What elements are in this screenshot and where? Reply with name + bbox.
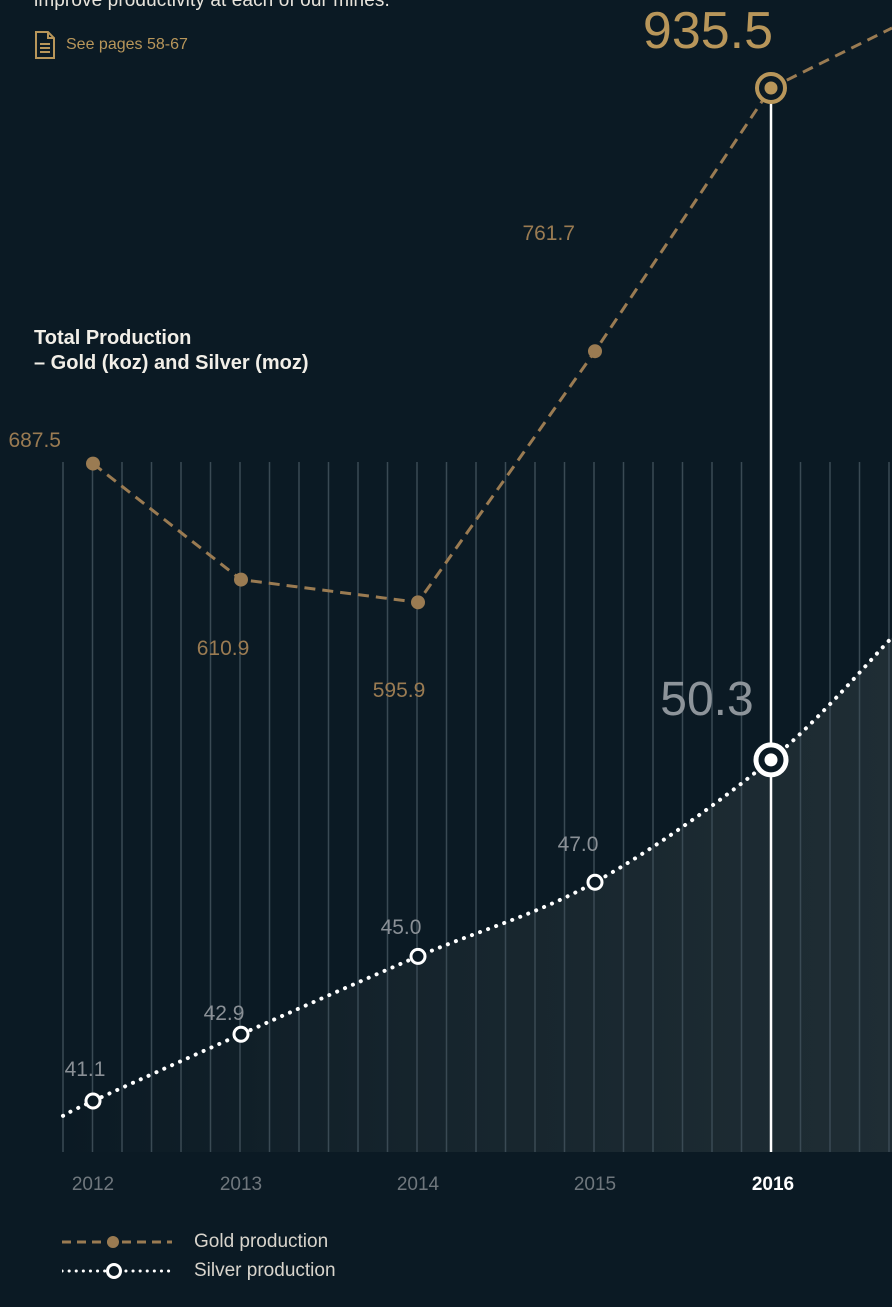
gold-data-label-highlight: 935.5: [643, 2, 773, 60]
silver-data-label: 41.1: [65, 1058, 106, 1081]
document-icon: [35, 31, 55, 59]
silver-legend-icon: [62, 1262, 174, 1279]
chart-title: Total Production – Gold (koz) and Silver…: [34, 326, 308, 376]
silver-point: [84, 1092, 102, 1110]
x-tick-label: 2013: [220, 1174, 262, 1195]
gold-point: [411, 595, 425, 610]
chart-title-line2: – Gold (koz) and Silver (moz): [34, 352, 309, 374]
silver-point: [586, 873, 604, 891]
silver-area: [63, 637, 892, 1152]
gold-legend-icon: [62, 1235, 172, 1248]
x-tick-label: 2015: [574, 1174, 616, 1195]
see-pages-label: See pages 58-67: [66, 36, 188, 53]
see-pages-link[interactable]: See pages 58-67: [34, 30, 188, 60]
silver-point: [764, 753, 778, 767]
legend-label-gold: Gold production: [194, 1230, 329, 1252]
x-tick-label-highlight: 2016: [752, 1174, 794, 1195]
legend: Gold production Silver production: [62, 1227, 336, 1285]
legend-item-gold: Gold production: [62, 1227, 336, 1256]
gold-data-label: 761.7: [522, 222, 575, 245]
x-tick-label: 2012: [72, 1174, 114, 1195]
gold-data-label: 687.5: [8, 429, 61, 452]
gold-data-label: 610.9: [197, 637, 250, 660]
chart-title-line1: Total Production: [34, 327, 192, 349]
gold-point: [234, 572, 248, 587]
silver-data-label-highlight: 50.3: [660, 673, 753, 726]
silver-data-label: 42.9: [204, 1002, 245, 1025]
silver-point: [409, 947, 427, 965]
legend-item-silver: Silver production: [62, 1256, 336, 1285]
silver-data-label: 47.0: [558, 833, 599, 856]
silver-line: [61, 635, 892, 1118]
gold-point: [764, 81, 778, 95]
silver-data-label: 45.0: [381, 916, 422, 939]
gold-data-label: 595.9: [373, 679, 426, 702]
silver-point: [232, 1025, 250, 1043]
gold-point: [86, 456, 100, 471]
gold-line: [92, 26, 892, 604]
legend-label-silver: Silver production: [194, 1259, 336, 1281]
gold-point: [588, 344, 602, 359]
intro-text: improve productivity at each of our mine…: [34, 0, 390, 11]
x-tick-label: 2014: [397, 1174, 440, 1195]
